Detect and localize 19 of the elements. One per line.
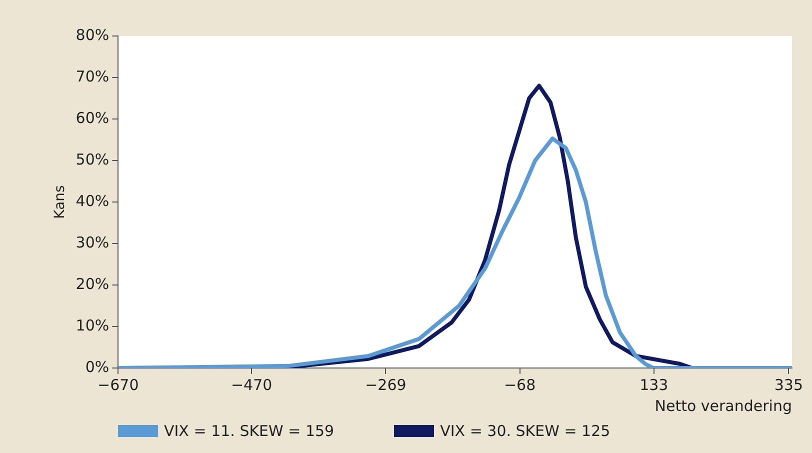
y-tick-label: 60% [76, 108, 110, 127]
x-axis-title: Netto verandering [654, 396, 792, 415]
x-tick-label: 133 [640, 376, 668, 394]
y-tick-label: 40% [76, 192, 110, 210]
y-tick-label: 30% [76, 233, 110, 252]
x-tick-label: 335 [774, 376, 803, 394]
legend-label: VIX = 11. SKEW = 159 [164, 422, 334, 440]
y-tick-label: 10% [76, 316, 110, 334]
x-tick-label: −470 [230, 376, 272, 394]
x-tick-label: −68 [504, 376, 536, 394]
y-tick-label: 20% [76, 274, 110, 293]
x-tick-label: −670 [98, 376, 139, 394]
y-axis-title: Kans [52, 185, 68, 219]
y-tick-label: 80% [76, 26, 110, 44]
y-tick-label: 70% [76, 67, 110, 86]
y-tick-label: 0% [85, 358, 110, 376]
x-tick-label: −269 [365, 376, 406, 394]
legend-label: VIX = 30. SKEW = 125 [440, 422, 610, 440]
y-tick-label: 50% [76, 150, 110, 168]
